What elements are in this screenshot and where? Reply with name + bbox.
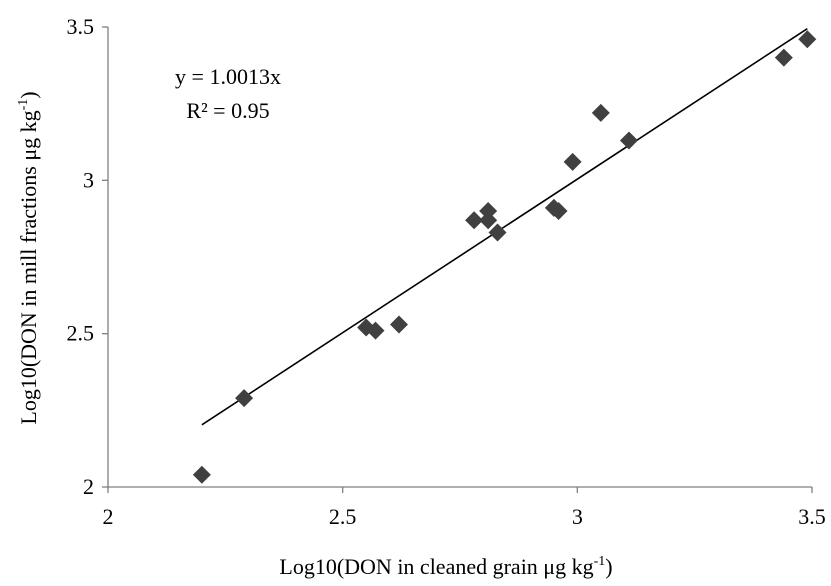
data-point xyxy=(798,30,817,49)
data-point xyxy=(235,389,254,408)
y-axis-title: Log10(DON in mill fractions μg kg-1) xyxy=(16,91,41,424)
r-squared-label: R² = 0.95 xyxy=(186,98,269,123)
x-tick-label: 3.5 xyxy=(798,504,826,529)
y-axis-title-end: ) xyxy=(16,91,41,98)
data-point xyxy=(563,152,582,171)
y-axis-title-sup: -1 xyxy=(16,99,31,111)
y-axis-title-main: Log10(DON in mill fractions μg kg xyxy=(16,110,41,424)
data-point xyxy=(591,103,610,122)
trendline xyxy=(201,28,808,426)
data-point xyxy=(192,465,211,484)
y-tick-label: 3.5 xyxy=(67,14,95,39)
data-point xyxy=(488,223,507,242)
data-point xyxy=(465,211,484,230)
x-axis-title-end: ) xyxy=(605,554,612,579)
data-points xyxy=(192,30,817,484)
y-tick-label: 2 xyxy=(83,474,94,499)
data-point xyxy=(479,202,498,220)
x-tick-label: 2.5 xyxy=(329,504,357,529)
x-tick-label: 2 xyxy=(103,504,114,529)
axes xyxy=(107,27,812,488)
x-axis-title: Log10(DON in cleaned grain μg kg-1) xyxy=(279,554,612,579)
data-point xyxy=(619,131,638,150)
data-point xyxy=(774,48,793,67)
x-tick-group: 2 2.5 3 3.5 xyxy=(103,487,826,529)
data-point xyxy=(389,315,408,334)
x-tick-label: 3 xyxy=(572,504,583,529)
y-tick-label: 3 xyxy=(83,167,94,192)
trendline-equation: y = 1.0013x xyxy=(175,64,281,89)
y-tick-label: 2.5 xyxy=(67,321,95,346)
x-axis-title-main: Log10(DON in cleaned grain μg kg xyxy=(279,554,593,579)
data-point xyxy=(549,202,568,220)
x-axis-title-sup: -1 xyxy=(594,554,606,569)
data-point xyxy=(366,321,385,340)
data-point xyxy=(479,211,498,230)
y-tick-group: 2 2.5 3 3.5 xyxy=(67,14,108,499)
